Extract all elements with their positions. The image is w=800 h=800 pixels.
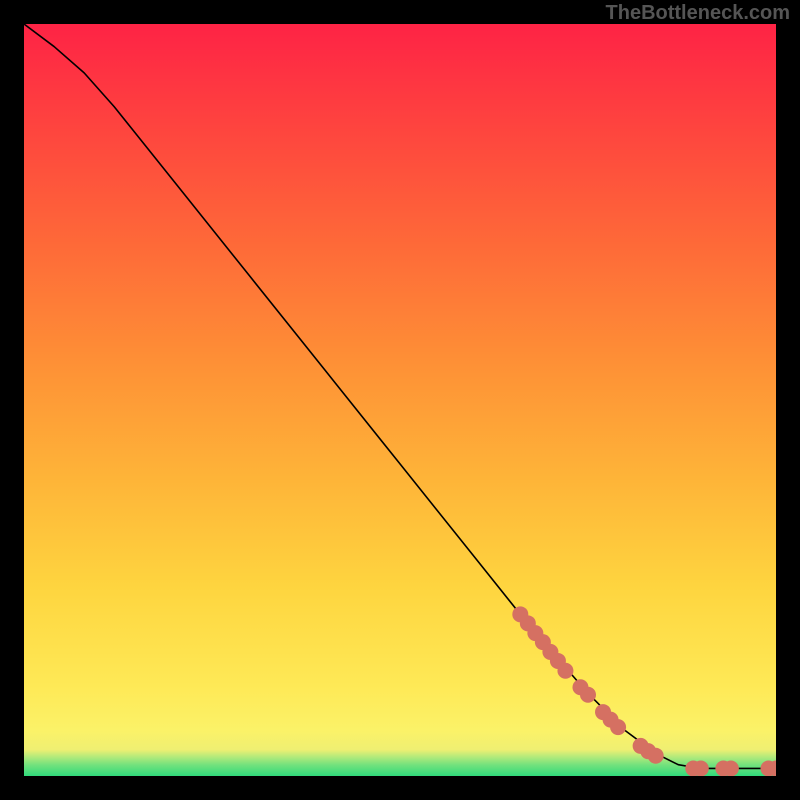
- data-marker: [723, 760, 739, 776]
- chart-plot-area: [24, 24, 776, 776]
- data-marker: [580, 687, 596, 703]
- data-marker: [557, 663, 573, 679]
- watermark-text: TheBottleneck.com: [606, 2, 790, 25]
- data-marker: [610, 719, 626, 735]
- data-marker: [693, 760, 709, 776]
- curve-line: [24, 24, 776, 768]
- chart-overlay: [24, 24, 776, 776]
- markers-group: [512, 606, 776, 776]
- data-marker: [648, 748, 664, 764]
